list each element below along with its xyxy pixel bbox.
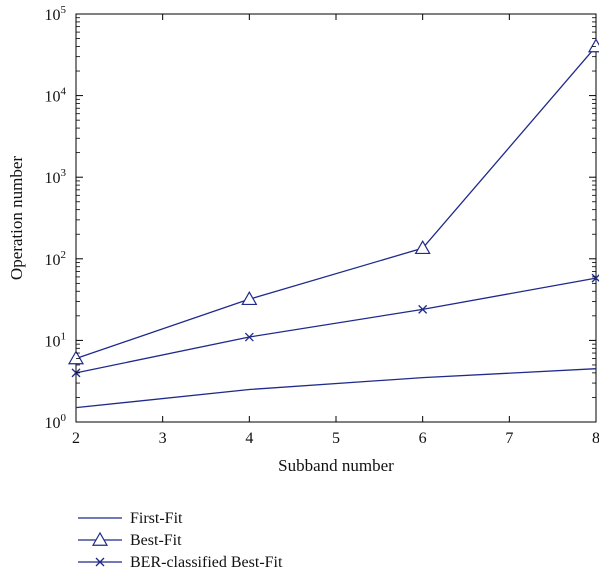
legend-item: First-Fit [78, 510, 183, 527]
plot-frame [75, 13, 597, 423]
legend-label: BER-classified Best-Fit [130, 554, 283, 571]
x-tick-label: 5 [332, 430, 340, 447]
y-tick-label: 101 [45, 330, 67, 350]
y-tick-label: 105 [45, 4, 67, 24]
legend-marker [91, 531, 109, 546]
series-line [75, 368, 597, 409]
plot-area [75, 13, 597, 423]
x-tick-label: 2 [72, 430, 80, 447]
y-tick-label: 104 [45, 86, 67, 106]
data-point-marker [418, 304, 428, 314]
x-tick-label: 3 [159, 430, 167, 447]
legend-label: First-Fit [130, 510, 183, 527]
series-best-fit [67, 38, 599, 365]
data-point-marker [414, 239, 431, 255]
y-tick-label: 100 [45, 412, 67, 432]
series-first-fit [75, 368, 597, 409]
data-point-marker [587, 38, 599, 53]
legend-item: BER-classified Best-Fit [78, 554, 283, 571]
legend-label: Best-Fit [130, 532, 182, 549]
x-tick-label: 4 [245, 430, 253, 447]
series-line [75, 277, 597, 374]
data-point-marker [244, 332, 254, 342]
legend-item: Best-Fit [78, 531, 182, 549]
series-line [75, 46, 597, 360]
series-layer [67, 38, 599, 409]
data-point-marker [241, 290, 258, 306]
legend-marker [95, 557, 105, 567]
y-axis-title: Operation number [7, 156, 26, 280]
legend: First-Fit Best-Fit BER-classified Best-Fit [78, 510, 283, 571]
x-tick-label: 7 [505, 430, 513, 447]
x-tick-label: 8 [592, 430, 599, 447]
data-point-marker [67, 350, 85, 365]
x-tick-label: 6 [419, 430, 427, 447]
series-ber-classified-best-fit [71, 273, 599, 378]
x-axis-title: Subband number [278, 456, 394, 475]
axes-layer: 2 3 4 5 6 7 8 100 101 102 103 104 105 [45, 4, 599, 447]
y-tick-label: 103 [45, 167, 67, 187]
y-tick-label: 102 [45, 249, 67, 269]
